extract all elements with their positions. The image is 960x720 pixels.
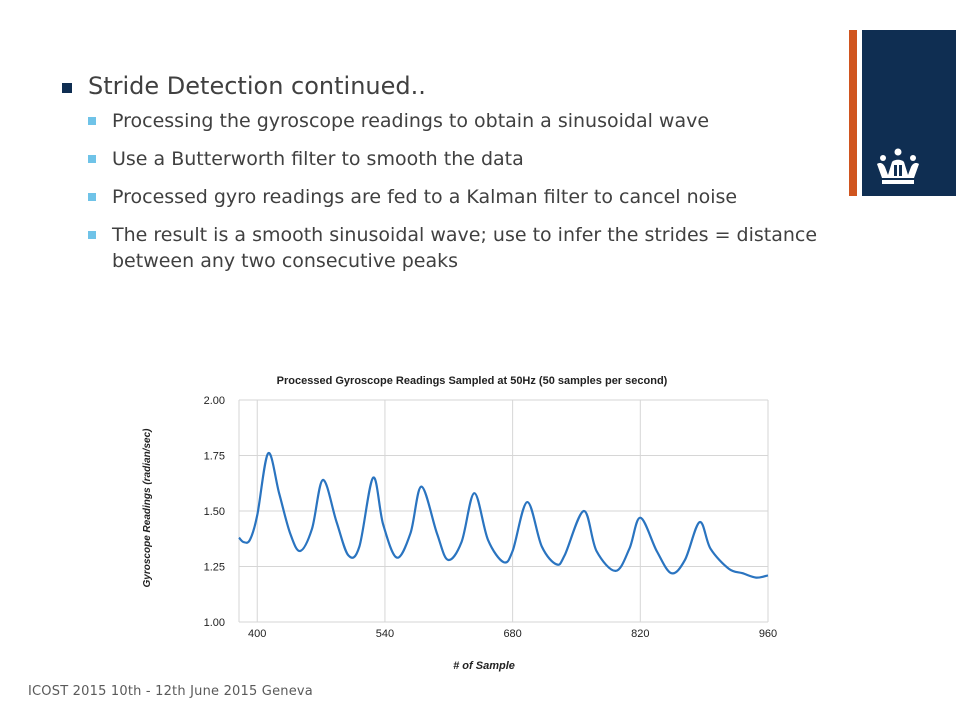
x-axis-ticks: 400 540 680 820 960	[248, 628, 777, 640]
x-axis-label: # of Sample	[453, 660, 515, 672]
brand-panel	[862, 30, 956, 196]
y-tick-label: 1.25	[204, 562, 225, 574]
y-tick-label: 1.50	[204, 506, 225, 518]
sub-bullets: Processing the gyroscope readings to obt…	[62, 108, 842, 274]
y-tick-label: 1.75	[204, 451, 225, 463]
sub-bullet-text: The result is a smooth sinusoidal wave; …	[112, 224, 818, 272]
y-axis-label: Gyroscope Readings (radian/sec)	[142, 428, 153, 588]
x-tick-label: 400	[248, 628, 266, 640]
sub-bullet-text: Processed gyro readings are fed to a Kal…	[112, 186, 738, 208]
sub-bullet-text: Processing the gyroscope readings to obt…	[112, 110, 710, 132]
sub-bullet: Use a Butterworth filter to smooth the d…	[62, 146, 842, 172]
chart-canvas: Processed Gyroscope Readings Sampled at …	[142, 375, 777, 672]
footer-text: ICOST 2015 10th - 12th June 2015 Geneva	[28, 684, 313, 699]
sub-bullet: Processing the gyroscope readings to obt…	[62, 108, 842, 134]
x-tick-label: 680	[503, 628, 521, 640]
gyro-chart: Processed Gyroscope Readings Sampled at …	[130, 360, 790, 680]
slide-title: Stride Detection continued..	[62, 70, 842, 102]
y-axis-ticks: 2.00 1.75 1.50 1.25 1.00	[204, 395, 225, 629]
sub-bullet-marker	[88, 117, 96, 125]
x-tick-label: 820	[631, 628, 649, 640]
slide-title-text: Stride Detection continued..	[88, 72, 426, 100]
chart-title: Processed Gyroscope Readings Sampled at …	[277, 375, 668, 387]
x-tick-label: 540	[376, 628, 394, 640]
series-line	[238, 452, 769, 579]
sub-bullet-marker	[88, 231, 96, 239]
sub-bullet-marker	[88, 155, 96, 163]
sub-bullet: The result is a smooth sinusoidal wave; …	[62, 222, 842, 274]
x-tick-label: 960	[759, 628, 777, 640]
accent-bar	[849, 30, 857, 196]
sub-bullet-marker	[88, 193, 96, 201]
bullet-list: Stride Detection continued.. Processing …	[62, 70, 842, 286]
sub-bullet-text: Use a Butterworth filter to smooth the d…	[112, 148, 524, 170]
sub-bullet: Processed gyro readings are fed to a Kal…	[62, 184, 842, 210]
chart-grid	[238, 399, 769, 623]
y-tick-label: 1.00	[204, 617, 225, 629]
crown-logo-icon	[877, 148, 919, 184]
bullet-marker	[62, 83, 72, 93]
y-tick-label: 2.00	[204, 395, 225, 407]
